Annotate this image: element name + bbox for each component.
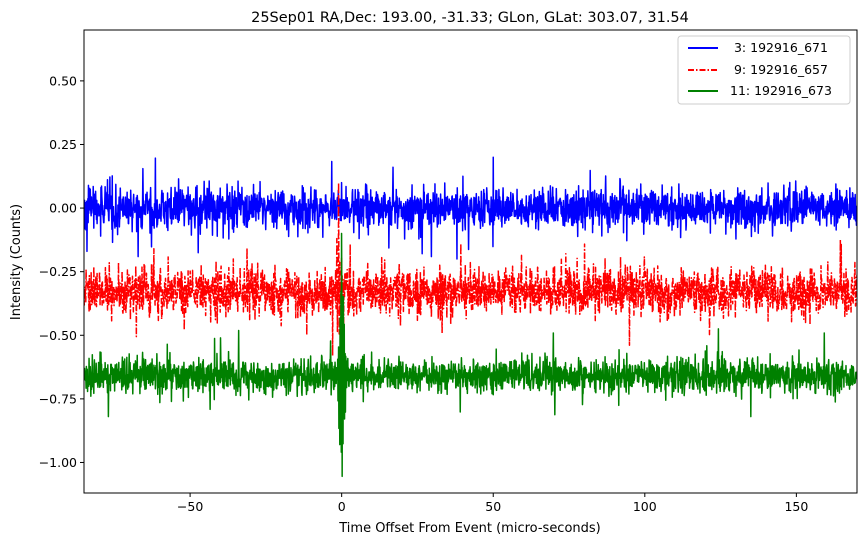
series-line-1 xyxy=(84,181,857,357)
x-tick-label: −50 xyxy=(177,499,203,514)
chart-title: 25Sep01 RA,Dec: 193.00, -31.33; GLon, GL… xyxy=(251,10,689,26)
legend-box xyxy=(677,35,851,105)
y-axis: 0.50 0.25 0.00 −0.25 −0.50 −0.75 −1.00 xyxy=(39,73,84,470)
x-tick-label: 150 xyxy=(784,499,808,514)
y-axis-label: Intensity (Counts) xyxy=(9,204,24,320)
y-tick-label: 0.25 xyxy=(49,137,77,152)
x-tick-label: 50 xyxy=(485,499,501,514)
plot-frame xyxy=(83,29,858,494)
x-tick-label: 100 xyxy=(633,499,657,514)
y-tick-label: −0.50 xyxy=(39,328,77,343)
series-layer xyxy=(84,156,857,478)
y-tick-label: 0.00 xyxy=(49,201,77,216)
y-tick-label: −1.00 xyxy=(39,455,77,470)
series-line-0 xyxy=(84,156,857,260)
x-axis: −50 0 50 100 150 xyxy=(177,493,808,514)
series-line-2 xyxy=(84,232,857,478)
y-tick-label: 0.50 xyxy=(49,73,77,88)
legend-label-series-0: 3: 192916_671 xyxy=(730,40,828,55)
x-axis-label: Time Offset From Event (micro-seconds) xyxy=(338,521,601,536)
y-tick-label: −0.75 xyxy=(39,391,77,406)
x-tick-label: 0 xyxy=(338,499,346,514)
legend-label-series-1: 9: 192916_657 xyxy=(730,62,828,77)
y-tick-label: −0.25 xyxy=(39,264,77,279)
legend: 3: 192916_671 9: 192916_657 11: 192916_6… xyxy=(677,35,851,105)
legend-label-series-2: 11: 192916_673 xyxy=(730,83,832,98)
